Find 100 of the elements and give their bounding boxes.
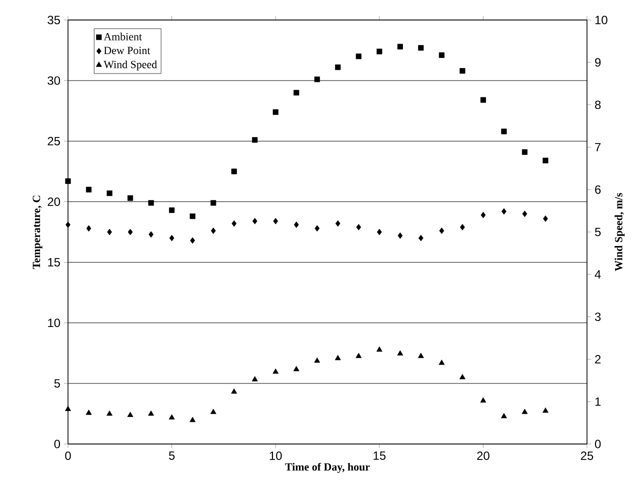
point xyxy=(501,413,507,418)
point xyxy=(314,76,320,82)
y2-tick-label: 6 xyxy=(595,185,601,194)
point xyxy=(272,368,279,374)
point xyxy=(397,350,404,356)
x-tick-label: 20 xyxy=(477,452,490,460)
point xyxy=(190,237,195,244)
y2-tick-label: 7 xyxy=(595,143,601,152)
point xyxy=(127,195,134,201)
point xyxy=(252,137,258,143)
y-tick-label: 5 xyxy=(54,379,60,388)
point xyxy=(335,220,340,227)
y-tick-label: 30 xyxy=(48,76,60,85)
point xyxy=(438,52,444,58)
legend-label: Wind Speed xyxy=(104,60,157,70)
y2-tick-label: 1 xyxy=(595,397,601,406)
point xyxy=(398,232,403,239)
point xyxy=(294,222,299,228)
x-tick-label: 0 xyxy=(65,452,71,460)
point xyxy=(460,68,466,74)
y2-tick-label: 2 xyxy=(595,355,601,364)
y-tick-label: 25 xyxy=(48,136,60,146)
point xyxy=(190,416,196,422)
point xyxy=(314,358,320,363)
point xyxy=(334,354,341,360)
point xyxy=(65,406,71,412)
point xyxy=(460,224,465,230)
point xyxy=(543,215,548,222)
point xyxy=(418,234,424,242)
point xyxy=(231,388,238,394)
point xyxy=(439,228,444,234)
point xyxy=(86,410,92,415)
point xyxy=(376,228,382,236)
x-axis-title: Time of Day, hour xyxy=(285,462,370,473)
point xyxy=(501,128,507,134)
point xyxy=(169,207,175,213)
point xyxy=(86,225,92,232)
point xyxy=(252,376,258,382)
point xyxy=(356,54,362,60)
point xyxy=(169,234,174,242)
point xyxy=(293,366,300,372)
point xyxy=(148,410,154,416)
y2-tick-label: 5 xyxy=(594,228,601,236)
point xyxy=(376,346,382,352)
point xyxy=(272,109,278,115)
point xyxy=(480,212,486,218)
point xyxy=(66,222,70,228)
point xyxy=(106,410,112,416)
point xyxy=(232,220,237,227)
point xyxy=(542,408,548,413)
y2-tick-label: 8 xyxy=(595,100,601,110)
legend-label: Ambient xyxy=(104,32,142,40)
point xyxy=(106,190,112,196)
point xyxy=(127,412,134,417)
y2-tick-label: 0 xyxy=(594,440,601,448)
x-tick-label: 10 xyxy=(270,452,282,460)
y2-tick-label: 10 xyxy=(595,16,608,24)
point xyxy=(376,48,382,54)
point xyxy=(294,90,300,96)
y-tick-label: 0 xyxy=(54,440,60,448)
point xyxy=(314,225,320,232)
point xyxy=(356,352,362,358)
y-tick-label: 20 xyxy=(48,197,60,206)
legend-label: Dew Point xyxy=(104,46,150,54)
x-tick-label: 15 xyxy=(374,452,386,460)
point xyxy=(210,408,216,414)
point xyxy=(459,374,466,380)
y-axis-title: Temperature, C xyxy=(32,196,42,269)
y2-tick-label: 4 xyxy=(594,270,601,279)
point xyxy=(418,45,424,51)
point xyxy=(128,228,133,236)
point xyxy=(148,231,154,238)
y2-tick-label: 3 xyxy=(594,312,601,322)
y-tick-label: 10 xyxy=(48,318,60,328)
point xyxy=(335,64,341,70)
point xyxy=(210,228,216,234)
x-tick-label: 25 xyxy=(580,452,594,460)
point xyxy=(542,158,548,164)
point xyxy=(86,186,92,192)
point xyxy=(438,360,445,365)
point xyxy=(418,352,424,358)
point xyxy=(397,44,403,50)
point xyxy=(522,149,528,155)
y2-axis-title: Wind Speed, m/s xyxy=(614,192,625,272)
point xyxy=(522,408,528,414)
point xyxy=(190,213,196,220)
point xyxy=(231,168,237,174)
y-tick-label: 35 xyxy=(48,16,60,24)
x-tick-label: 5 xyxy=(168,452,175,460)
point xyxy=(502,208,506,215)
point xyxy=(148,200,154,206)
point xyxy=(107,228,112,236)
point xyxy=(522,210,528,218)
point xyxy=(356,224,362,230)
point xyxy=(210,200,216,206)
y-tick-label: 15 xyxy=(48,258,60,266)
point xyxy=(273,218,278,224)
point xyxy=(480,397,486,403)
point xyxy=(65,178,71,184)
point xyxy=(480,97,486,103)
